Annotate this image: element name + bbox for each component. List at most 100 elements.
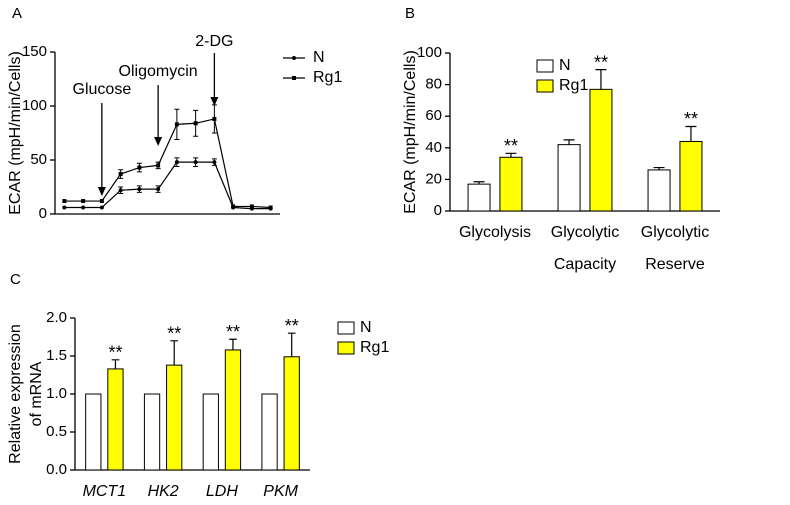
data-point — [268, 205, 273, 210]
y-tick-label: 0 — [39, 205, 47, 222]
data-point — [62, 199, 67, 204]
significance-label: ** — [108, 343, 122, 363]
annotation-arrowhead — [97, 187, 106, 196]
data-point — [193, 121, 198, 126]
bar — [143, 393, 161, 471]
y-axis-label: of mRNA — [28, 361, 45, 426]
legend-swatch — [337, 321, 355, 335]
series-line — [64, 161, 271, 210]
y-tick-label: 0.0 — [46, 461, 67, 478]
significance-label: ** — [285, 316, 299, 336]
bar — [166, 364, 183, 471]
bar — [202, 393, 219, 471]
data-point — [212, 160, 217, 165]
panel-label: C — [10, 271, 21, 288]
data-point — [156, 187, 161, 192]
legend-label: Rg1 — [360, 339, 389, 356]
y-tick-label: 80 — [425, 76, 442, 93]
error-bar — [563, 139, 575, 145]
data-point — [174, 160, 179, 165]
legend-label: Rg1 — [559, 77, 588, 94]
legend-swatch — [536, 79, 554, 93]
legend-label: Rg1 — [313, 69, 342, 86]
annotation: 2-DG — [195, 33, 233, 50]
x-tick-label: PKM — [263, 483, 298, 500]
bar — [261, 393, 278, 471]
data-point — [118, 188, 123, 193]
bar — [499, 156, 523, 212]
annotation: Glucose — [73, 81, 132, 98]
error-bar — [111, 359, 120, 369]
y-tick-label: 50 — [30, 151, 47, 168]
x-tick-label: HK2 — [147, 483, 179, 500]
error-bar — [170, 340, 179, 366]
bar — [679, 140, 703, 212]
bar — [85, 393, 102, 471]
legend-swatch — [536, 59, 554, 73]
y-axis-label: ECAR (mpH/min/Cells) — [7, 51, 24, 215]
legend-label: N — [360, 319, 372, 336]
y-tick-label: 2.0 — [46, 309, 67, 326]
y-tick-label: 0 — [434, 202, 442, 219]
legend-label: N — [313, 49, 325, 66]
bar — [589, 88, 613, 212]
y-axis-label: Relative expression — [7, 324, 24, 464]
bar — [107, 368, 124, 471]
significance-label: ** — [504, 136, 518, 156]
x-tick-label: Glycolytic Reserve — [640, 224, 710, 273]
data-point — [193, 160, 198, 165]
bar — [647, 169, 671, 212]
data-point — [137, 165, 142, 170]
data-point — [137, 187, 142, 192]
legend-marker — [292, 56, 296, 60]
error-bar — [685, 125, 697, 142]
annotation-arrowhead — [210, 97, 219, 106]
significance-label: ** — [594, 52, 608, 72]
legend-marker — [292, 76, 296, 80]
y-tick-label: 150 — [22, 43, 47, 60]
x-tick-label: Glycolysis — [458, 224, 531, 241]
error-bar — [287, 332, 296, 357]
data-point — [174, 122, 179, 127]
annotation-arrowhead — [154, 137, 163, 146]
y-tick-label: 60 — [425, 107, 442, 124]
data-point — [81, 205, 86, 210]
data-point — [99, 205, 104, 210]
bar — [283, 356, 300, 471]
y-tick-label: 20 — [425, 170, 442, 187]
x-tick-label: LDH — [205, 483, 238, 500]
y-tick-label: 1.5 — [46, 347, 67, 364]
panel-label: A — [12, 5, 22, 22]
y-tick-label: 0.5 — [46, 423, 67, 440]
y-tick-label: 40 — [425, 139, 442, 156]
y-tick-label: 1.0 — [46, 385, 67, 402]
bar — [557, 144, 581, 212]
legend-label: N — [559, 57, 571, 74]
legend-swatch — [337, 341, 355, 355]
significance-label: ** — [167, 324, 181, 344]
significance-label: ** — [684, 109, 698, 129]
annotation: Oligomycin — [119, 63, 198, 80]
y-axis-label: ECAR (mpH/min/Cells) — [402, 50, 419, 214]
error-bar — [595, 68, 607, 90]
x-tick-label: MCT1 — [82, 483, 127, 500]
data-point — [231, 204, 236, 209]
panel-label: B — [405, 5, 415, 22]
y-tick-label: 100 — [417, 44, 442, 61]
series-line — [64, 118, 271, 209]
x-tick-label: Glycolytic Capacity — [550, 224, 620, 273]
data-point — [62, 205, 67, 210]
bar — [467, 183, 491, 212]
data-point — [81, 199, 86, 204]
data-point — [156, 163, 161, 168]
error-bar — [229, 338, 237, 350]
y-tick-label: 100 — [22, 97, 47, 114]
data-point — [118, 172, 123, 177]
significance-label: ** — [226, 322, 240, 342]
bar — [224, 349, 242, 471]
error-bar — [505, 152, 517, 158]
data-point — [249, 204, 254, 209]
data-point — [99, 199, 104, 204]
